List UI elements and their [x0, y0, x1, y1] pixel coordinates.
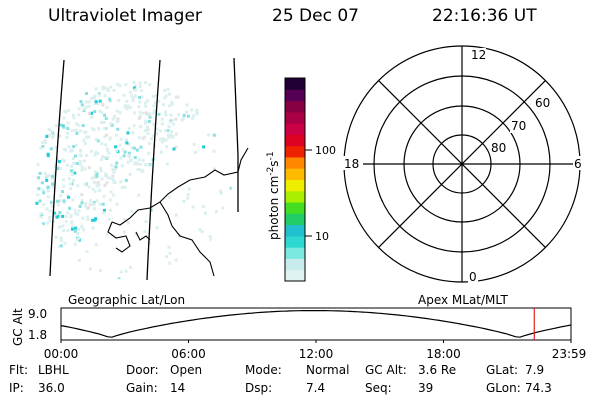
colorbar-tick-label-low: 10	[315, 230, 329, 243]
colorbar-band	[285, 247, 305, 259]
instrument-title: Ultraviolet Imager	[48, 6, 202, 26]
timeline-xtick-label: 23:59	[552, 347, 587, 361]
info-value: Normal	[306, 363, 350, 377]
date-label: 25 Dec 07	[272, 6, 359, 26]
colorbar-band	[285, 202, 305, 214]
info-value: 39	[418, 381, 434, 395]
timeline-ytick-top: 9.0	[28, 307, 47, 321]
info-value: Open	[170, 363, 203, 377]
timeline-frame	[60, 307, 572, 341]
colorbar-band	[285, 123, 305, 135]
info-key: IP:	[9, 381, 24, 395]
info-key: Mode:	[245, 363, 282, 377]
colorbar	[285, 78, 305, 282]
info-value: 3.6 Re	[418, 363, 457, 377]
mlt-label-18: 18	[344, 157, 359, 171]
info-key: GLon:	[486, 381, 521, 395]
timeline-xtick-label: 12:00	[299, 347, 334, 361]
mlt-label-6: 6	[574, 157, 582, 171]
time-label: 22:16:36 UT	[432, 6, 537, 26]
colorbar-band	[285, 100, 305, 113]
info-key: GLat:	[486, 363, 519, 377]
mlat-label-70: 70	[511, 119, 526, 133]
colorbar-band	[285, 190, 305, 203]
info-value: LBHL	[38, 363, 69, 377]
mlt-label-12: 12	[471, 48, 486, 62]
info-key: Door:	[126, 363, 159, 377]
colorbar-band	[285, 179, 305, 192]
info-key: Seq:	[365, 381, 392, 395]
colorbar-band	[285, 145, 305, 158]
timeline-xtick-label: 06:00	[171, 347, 206, 361]
imager-disk	[32, 80, 232, 280]
coastline-outline	[107, 147, 249, 277]
info-value: 7.9	[525, 363, 545, 377]
polar-plot	[343, 45, 581, 283]
mlat-label-80: 80	[491, 141, 506, 155]
colorbar-band	[285, 111, 305, 124]
timeline-left-caption: Geographic Lat/Lon	[68, 293, 185, 307]
colorbar-band	[285, 89, 305, 102]
colorbar-band	[285, 78, 305, 90]
colorbar-band	[285, 168, 305, 180]
timeline-right-caption: Apex MLat/MLT	[418, 293, 508, 307]
info-value: 74.3	[525, 381, 552, 395]
mlat-label-60: 60	[535, 96, 550, 110]
colorbar-band	[285, 134, 305, 147]
colorbar-band	[285, 156, 305, 169]
mlt-label-0: 0	[469, 270, 477, 284]
colorbar-band	[285, 269, 305, 282]
colorbar-band	[285, 224, 305, 237]
info-value: 36.0	[38, 381, 65, 395]
info-value: 7.4	[306, 381, 326, 395]
colorbar-band	[285, 235, 305, 248]
timeline-xtick-label: 18:00	[426, 347, 461, 361]
geographic-grid-lines	[49, 57, 239, 281]
gc-altitude-curve	[60, 310, 572, 338]
colorbar-tick-label-high: 100	[315, 144, 336, 157]
colorbar-unit-label: photon cm-2s-1	[266, 151, 281, 240]
timeline-ytick-bottom: 1.8	[28, 328, 47, 342]
info-key: GC Alt:	[365, 363, 407, 377]
info-key: Dsp:	[245, 381, 273, 395]
info-value: 14	[170, 381, 186, 395]
colorbar-band	[285, 258, 305, 271]
timeline-xtick-label: 00:00	[44, 347, 79, 361]
colorbar-band	[285, 213, 305, 226]
timeline-ylabel: GC Alt	[11, 308, 25, 346]
info-key: Gain:	[126, 381, 158, 395]
info-key: Flt:	[9, 363, 28, 377]
